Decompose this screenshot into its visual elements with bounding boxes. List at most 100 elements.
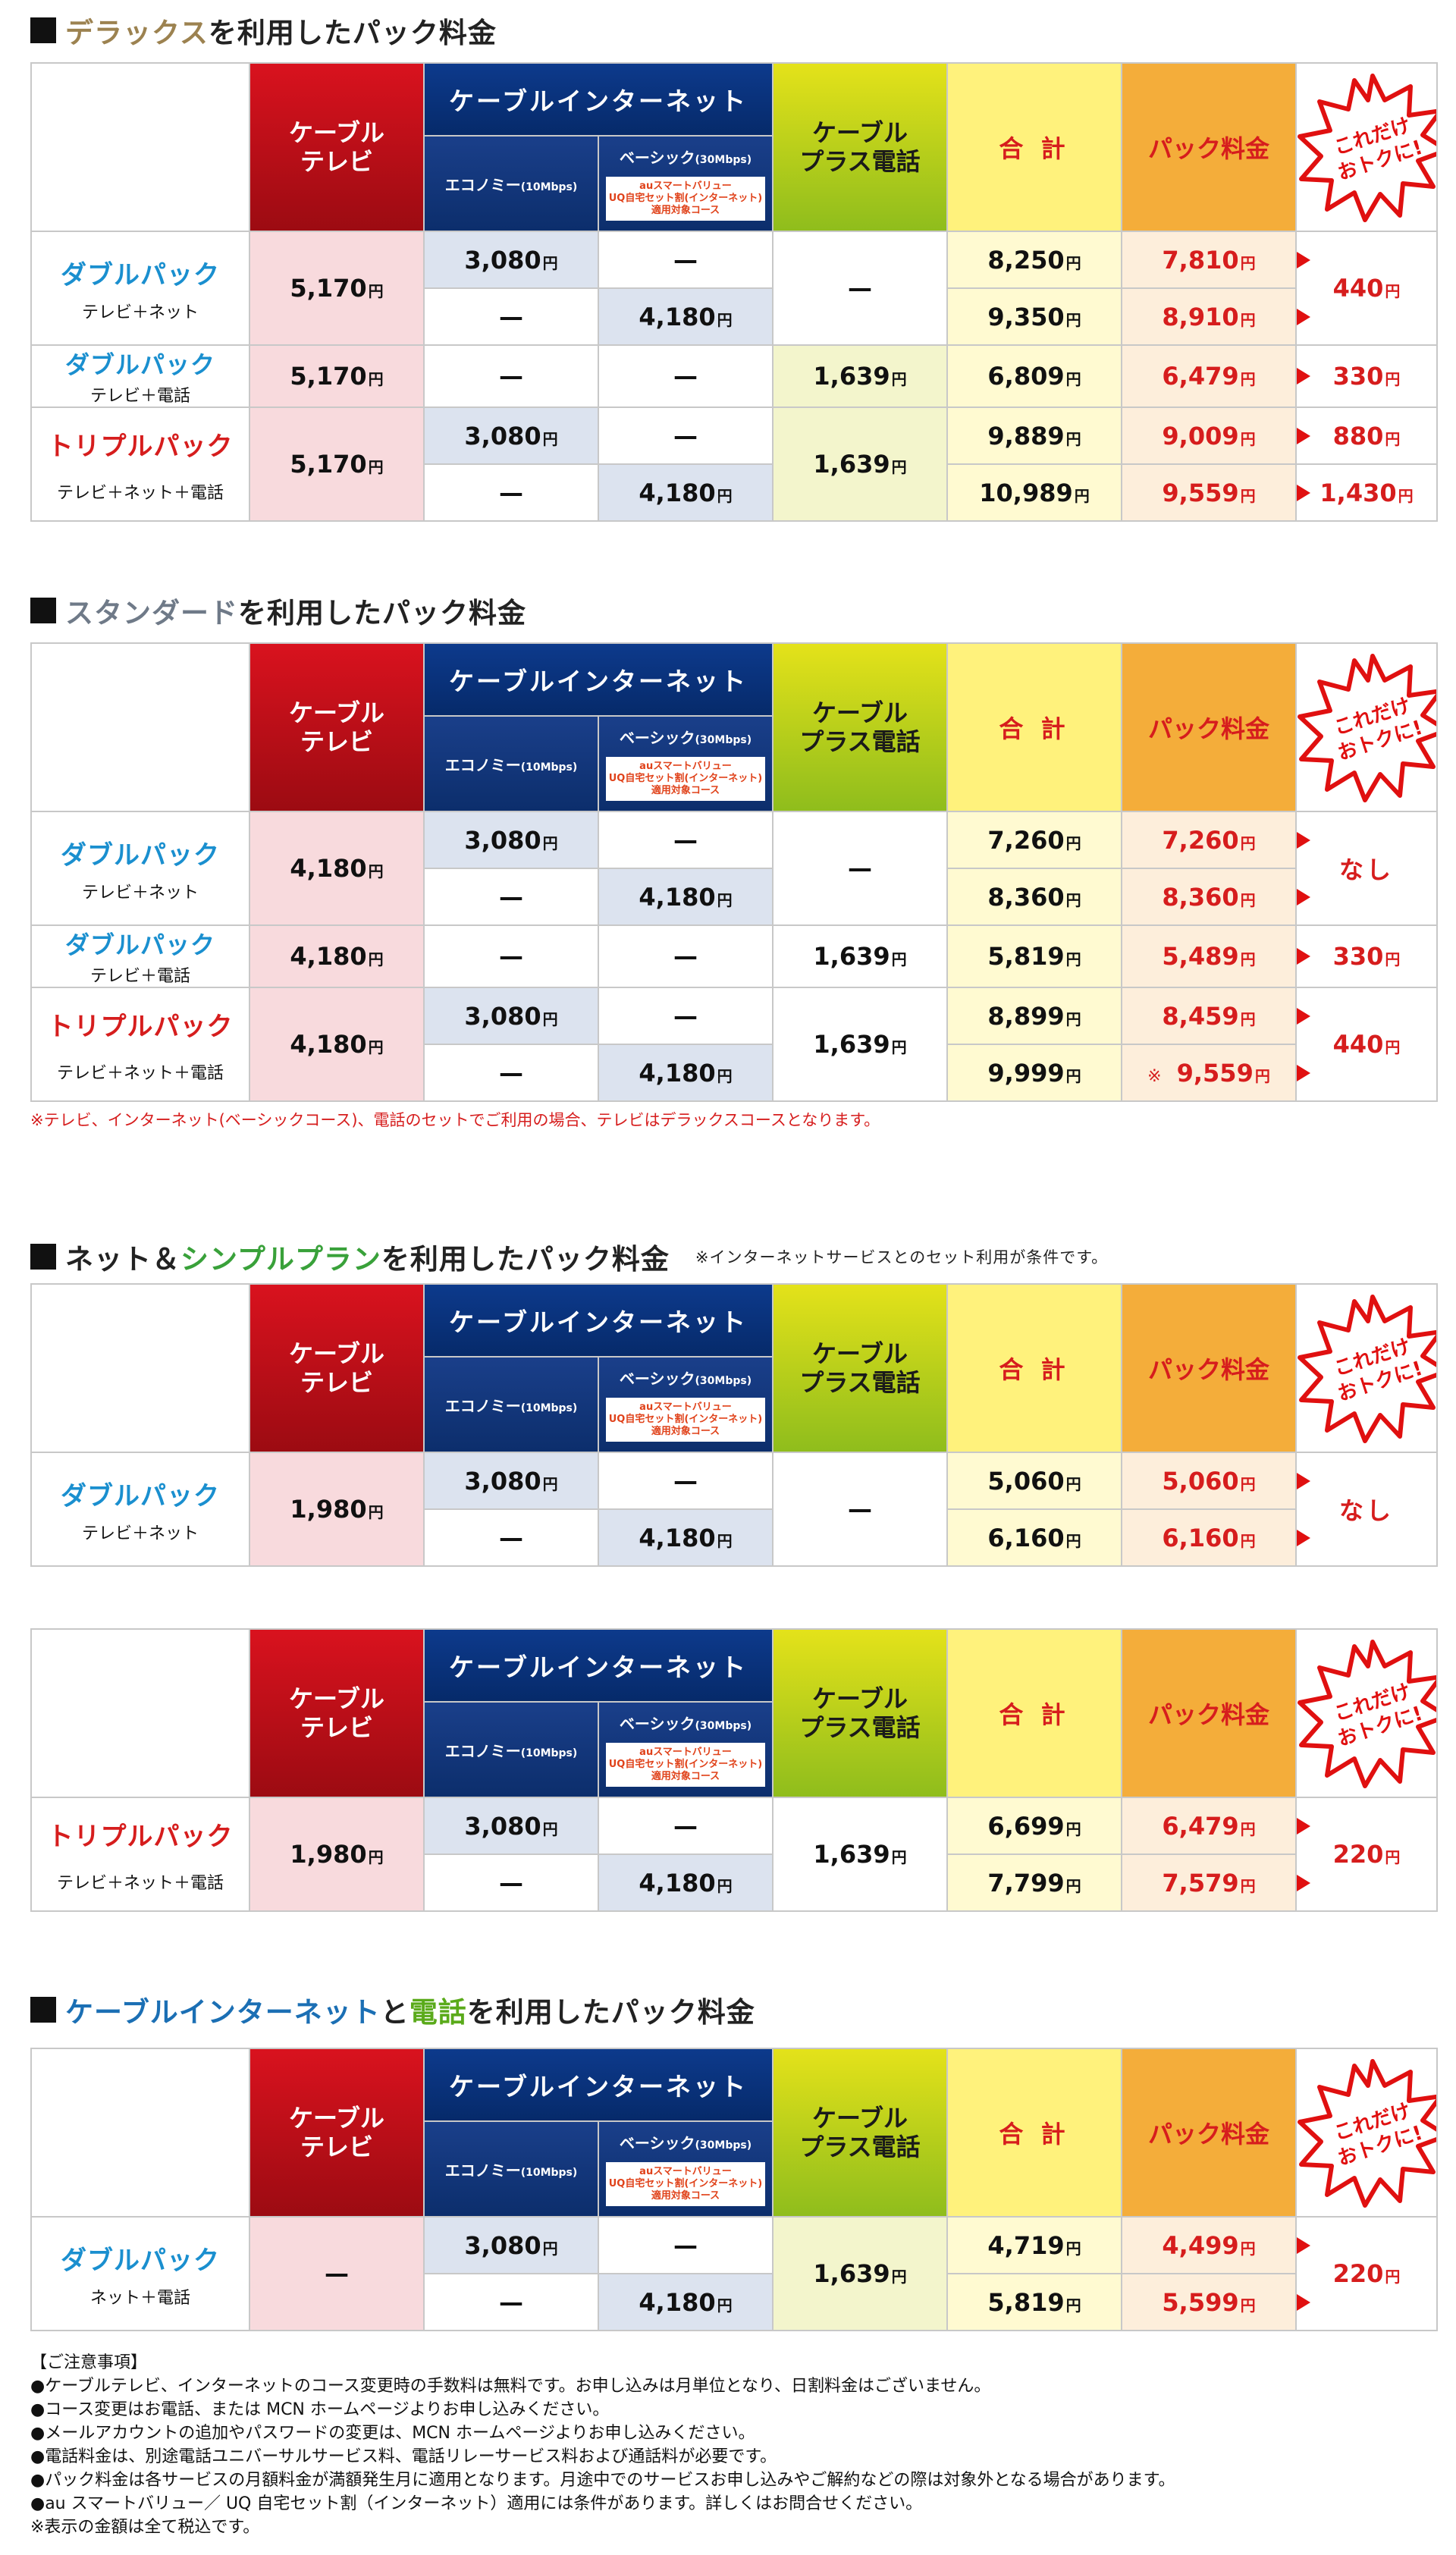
total-price: 10,989 円: [946, 463, 1122, 522]
col-header-total: 合 計: [946, 1283, 1122, 1453]
note-item: ●au スマートバリュー／ UQ 自宅セット割（インターネット）適用には条件があ…: [30, 2494, 923, 2513]
economy-price: —: [423, 287, 599, 346]
pack-price: 7,579 円: [1121, 1853, 1310, 1912]
basic-badge: auスマートバリュー UQ自宅セット割(インターネット) 適用対象コース: [606, 177, 765, 221]
pack-price: 9,559 円: [1121, 463, 1310, 522]
economy-price: —: [423, 868, 599, 926]
col-header-pack-price: パック料金: [1121, 642, 1297, 812]
deluxe-heading: デラックス を利用したパック料金: [30, 8, 497, 53]
plus-phone-price: 1,639 円: [772, 1797, 948, 1912]
col-header-total: 合 計: [946, 2048, 1122, 2218]
col-header-plus-phone: ケーブル プラス電話: [772, 2048, 948, 2218]
pack-price: 6,479 円: [1121, 1797, 1310, 1855]
note-item: ●ケーブルテレビ、インターネットのコース変更時の手数料は無料です。お申し込みは月…: [30, 2377, 991, 2396]
heading-rest: を利用したパック料金: [238, 597, 526, 629]
plus-phone-price: —: [772, 1452, 948, 1567]
pack-price: 8,910 円: [1121, 287, 1310, 346]
burst-icon: これだけ おトクに!: [1298, 1295, 1436, 1443]
savings-burst: これだけ おトクに!: [1295, 2048, 1438, 2218]
corner-cell: [30, 642, 250, 812]
tv-price: 4,180 円: [249, 811, 425, 926]
row-label-triple: トリプルパック テレビ＋ネット＋電話: [30, 1797, 250, 1912]
notes-title: 【ご注意事項】: [30, 2353, 148, 2372]
tv-price: 1,980 円: [249, 1797, 425, 1912]
row-label-double-net: ダブルパック テレビ＋ネット: [30, 811, 250, 926]
tv-price: 4,180 円: [249, 924, 425, 988]
basic-badge: auスマートバリュー UQ自宅セット割(インターネット) 適用対象コース: [606, 2162, 765, 2206]
col-header-economy: エコノミー(10Mbps): [423, 135, 599, 232]
standard-price-table: ケーブル テレビ ケーブルインターネット ケーブル プラス電話 合 計 パック料金 …: [30, 642, 1438, 1102]
total-price: 9,350 円: [946, 287, 1122, 346]
economy-price: 3,080 円: [423, 1452, 599, 1510]
col-header-internet: ケーブルインターネット: [423, 62, 774, 137]
heading-square-icon: [30, 17, 56, 43]
basic-price: 4,180 円: [598, 1044, 774, 1102]
total-price: 8,250 円: [946, 231, 1122, 289]
total-price: 8,360 円: [946, 868, 1122, 926]
note-item: ●メールアカウントの追加やパスワードの変更は、MCN ホームページよりお申し込み…: [30, 2424, 755, 2443]
col-header-total: 合 計: [946, 62, 1122, 232]
economy-price: 3,080 円: [423, 2216, 599, 2274]
basic-badge: auスマートバリュー UQ自宅セット割(インターネット) 適用対象コース: [606, 1743, 765, 1787]
economy-price: —: [423, 1853, 599, 1912]
heading-rest: を利用したパック料金: [466, 1996, 755, 2029]
tv-price: 1,980 円: [249, 1452, 425, 1567]
col-header-cable-tv: ケーブル テレビ: [249, 62, 425, 232]
savings-burst: これだけ おトクに!: [1295, 1628, 1438, 1798]
economy-price: —: [423, 2273, 599, 2331]
plus-phone-price: 1,639 円: [772, 2216, 948, 2331]
col-header-economy: エコノミー(10Mbps): [423, 1356, 599, 1453]
heading-rest: を利用したパック料金: [208, 17, 497, 49]
col-header-cable-tv: ケーブル テレビ: [249, 642, 425, 812]
economy-price: 3,080 円: [423, 811, 599, 869]
basic-price: 4,180 円: [598, 868, 774, 926]
row-label-double-net-phone: ダブルパック ネット＋電話: [30, 2216, 250, 2331]
net-simple-double-table: ケーブル テレビ ケーブルインターネット ケーブル プラス電話 合 計 パック料金 …: [30, 1283, 1438, 1567]
note-item: ※表示の金額は全て税込です。: [30, 2518, 260, 2537]
col-header-plus-phone: ケーブル プラス電話: [772, 1283, 948, 1453]
total-price: 8,899 円: [946, 987, 1122, 1045]
total-price: 9,999 円: [946, 1044, 1122, 1102]
plus-phone-price: 1,639 円: [772, 344, 948, 408]
tv-price: 5,170 円: [249, 406, 425, 522]
basic-price: 4,180 円: [598, 463, 774, 522]
col-header-internet: ケーブルインターネット: [423, 2048, 774, 2122]
total-price: 5,819 円: [946, 2273, 1122, 2331]
arrow-icon: [1297, 251, 1310, 268]
note-item: ●電話料金は、別途電話ユニバーサルサービス料、電話リレーサービス料および通話料が…: [30, 2447, 777, 2466]
pack-price: 5,599 円: [1121, 2273, 1310, 2331]
note-item: ●コース変更はお電話、または MCN ホームページよりお申し込みください。: [30, 2400, 610, 2419]
plus-phone-price: —: [772, 231, 948, 346]
col-header-basic: ベーシック(30Mbps) auスマートバリュー UQ自宅セット割(インターネット…: [598, 135, 774, 232]
row-label-double-phone: ダブルパック テレビ＋電話: [30, 924, 250, 988]
arrow-icon: [1297, 888, 1310, 906]
heading-accent: シンプルプラン: [180, 1243, 381, 1276]
economy-price: 3,080 円: [423, 1797, 599, 1855]
heading-square-icon: [30, 1997, 56, 2023]
basic-price: —: [598, 2216, 774, 2274]
arrow-icon: [1297, 948, 1310, 965]
standard-footnote: ※テレビ、インターネット(ベーシックコース)、電話のセットでご利用の場合、テレビ…: [30, 1111, 880, 1129]
notes-block: 【ご注意事項】 ●ケーブルテレビ、インターネットのコース変更時の手数料は無料です…: [30, 2351, 1433, 2539]
arrow-icon: [1297, 1817, 1310, 1835]
plus-phone-price: —: [772, 811, 948, 926]
col-header-internet: ケーブルインターネット: [423, 1283, 774, 1358]
pack-price: ※ 9,559 円: [1121, 1044, 1310, 1102]
basic-price: 4,180 円: [598, 2273, 774, 2331]
arrow-icon: [1297, 1064, 1310, 1081]
savings: なし: [1295, 1452, 1438, 1567]
arrow-icon: [1297, 2236, 1310, 2254]
burst-icon: これだけ おトクに!: [1298, 1640, 1436, 1788]
deluxe-section: デラックス を利用したパック料金 ケーブル テレビ ケーブルインターネット ケーブ…: [30, 8, 1438, 523]
pack-price: 9,009 円: [1121, 406, 1310, 465]
savings: 440 円: [1295, 231, 1438, 346]
corner-cell: [30, 1628, 250, 1798]
total-price: 7,260 円: [946, 811, 1122, 869]
total-price: 6,160 円: [946, 1508, 1122, 1567]
arrow-icon: [1297, 1874, 1310, 1891]
arrow-icon: [1297, 427, 1310, 444]
pack-price: 8,459 円: [1121, 987, 1310, 1045]
savings: 220 円: [1295, 1797, 1438, 1912]
basic-price: —: [598, 811, 774, 869]
economy-price: —: [423, 924, 599, 988]
